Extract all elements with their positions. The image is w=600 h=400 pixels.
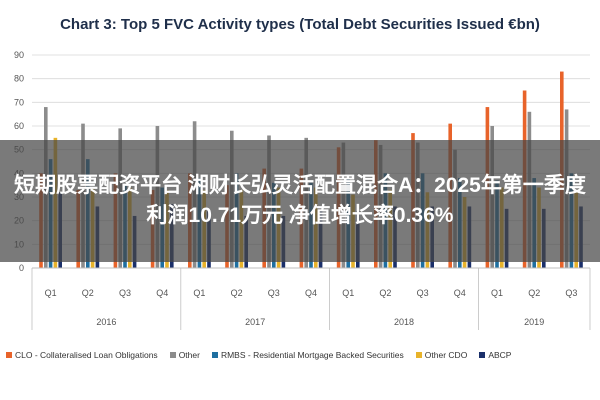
chart-title: Chart 3: Top 5 FVC Activity types (Total…: [60, 16, 540, 33]
overlay-banner[interactable]: 短期股票配资平台 湘财长弘灵活配置混合A：2025年第一季度利润10.71万元 …: [0, 140, 600, 262]
legend-item: Other: [169, 350, 200, 360]
x-tick-label: Q3: [119, 288, 131, 298]
legend-label: Other CDO: [424, 350, 468, 360]
x-tick-label: Q4: [156, 288, 168, 298]
x-tick-label: Q2: [231, 288, 243, 298]
x-tick-label: Q3: [565, 288, 577, 298]
legend-swatch: [169, 352, 176, 358]
y-tick-label: 70: [14, 97, 24, 107]
legend-item: ABCP: [479, 350, 511, 360]
x-tick-label: Q3: [268, 288, 280, 298]
legend-swatch: [6, 352, 12, 358]
legend-item: CLO - Collateralised Loan Obligations: [6, 350, 158, 360]
chart-legend: CLO - Collateralised Loan Obligations Oth…: [6, 350, 600, 360]
y-tick-label: 90: [14, 50, 24, 60]
legend-item: Other CDO: [415, 350, 468, 360]
x-tick-label: Q2: [528, 288, 540, 298]
y-tick-label: 80: [14, 74, 24, 84]
legend-label: RMBS - Residential Mortgage Backed Secur…: [220, 350, 404, 360]
legend-swatch: [415, 352, 422, 358]
x-tick-label: Q4: [305, 288, 317, 298]
legend-swatch: [211, 352, 218, 358]
legend-label: Other: [178, 350, 200, 360]
legend-label: ABCP: [488, 350, 512, 360]
year-label: 2017: [245, 317, 265, 327]
x-tick-label: Q1: [193, 288, 205, 298]
x-tick-label: Q2: [379, 288, 391, 298]
year-label: 2016: [96, 317, 116, 327]
x-tick-label: Q2: [82, 288, 94, 298]
year-label: 2019: [524, 317, 544, 327]
x-tick-label: Q4: [454, 288, 466, 298]
legend-item: RMBS - Residential Mortgage Backed Secur…: [211, 350, 404, 360]
banner-text: 短期股票配资平台 湘财长弘灵活配置混合A：2025年第一季度利润10.71万元 …: [14, 174, 586, 227]
x-tick-label: Q1: [491, 288, 503, 298]
y-tick-label: 60: [14, 121, 24, 131]
legend-swatch: [479, 352, 486, 358]
x-tick-label: Q1: [342, 288, 354, 298]
x-tick-label: Q1: [45, 288, 57, 298]
y-tick-label: 0: [19, 263, 24, 273]
x-tick-label: Q3: [417, 288, 429, 298]
legend-label: CLO - Collateralised Loan Obligations: [15, 350, 158, 360]
year-label: 2018: [394, 317, 414, 327]
